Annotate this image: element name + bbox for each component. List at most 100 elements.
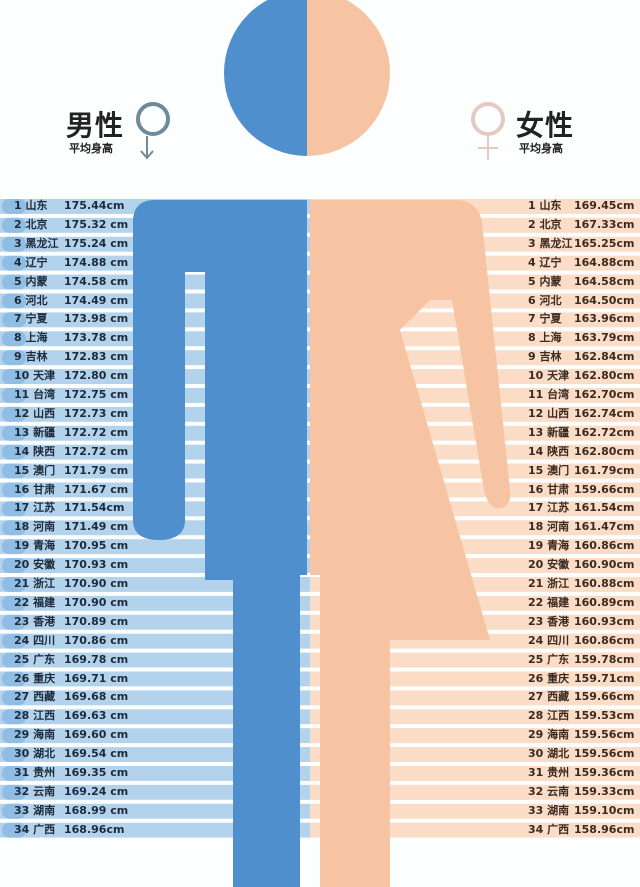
height-value: 170.86 cm	[64, 633, 129, 647]
height-value: 163.79cm	[574, 331, 635, 345]
height-value: 169.78 cm	[64, 652, 129, 666]
region: 天津	[33, 369, 56, 383]
rank: 28	[528, 709, 544, 723]
height-value: 172.75 cm	[64, 388, 129, 401]
height-value: 159.33cm	[574, 784, 635, 798]
rank: 7	[14, 312, 22, 326]
rank: 26	[14, 671, 30, 685]
male-table-row: 2 北京 175.32 cm	[14, 217, 128, 233]
region: 广西	[547, 822, 570, 836]
rank: 11	[528, 388, 544, 401]
height-value: 162.80cm	[574, 369, 635, 383]
female-stripe	[310, 728, 640, 744]
male-table-row: 26 重庆 169.71 cm	[14, 671, 128, 687]
rank: 23	[528, 614, 544, 628]
male-label-tab	[2, 595, 26, 611]
rank: 18	[14, 520, 30, 534]
region: 浙江	[547, 577, 570, 590]
female-table-row: 3 黑龙江 165.25cm	[528, 236, 634, 252]
male-label-tab	[2, 501, 26, 517]
rank: 5	[528, 274, 536, 288]
region: 江苏	[547, 501, 570, 515]
height-value: 171.67 cm	[64, 482, 129, 496]
region: 河南	[33, 520, 56, 534]
height-value: 159.10cm	[574, 803, 635, 817]
female-table-row: 17 江苏 161.54cm	[528, 500, 634, 516]
height-value: 169.60 cm	[64, 728, 129, 742]
male-stripe	[0, 690, 310, 706]
male-table-row: 21 浙江 170.90 cm	[14, 576, 128, 592]
height-value: 172.83 cm	[64, 350, 129, 364]
male-table-row: 25 广东 169.78 cm	[14, 652, 128, 668]
rank: 30	[14, 747, 30, 761]
height-value: 174.49 cm	[64, 293, 129, 307]
male-table-row: 18 河南 171.49 cm	[14, 519, 128, 535]
height-value: 161.79cm	[574, 463, 635, 477]
male-table-row: 11 台湾 172.75 cm	[14, 387, 128, 403]
region: 吉林	[539, 350, 562, 364]
male-table-row: 32 云南 169.24 cm	[14, 784, 128, 800]
height-value: 174.58 cm	[64, 274, 129, 288]
female-stripe	[310, 747, 640, 762]
height-value: 170.93 cm	[64, 558, 129, 572]
rank: 25	[528, 652, 544, 666]
male-label-tab	[2, 633, 26, 649]
region: 海南	[547, 728, 570, 742]
rank: 34	[528, 822, 544, 836]
region: 甘肃	[547, 482, 570, 496]
female-table-row: 16 甘肃 159.66cm	[528, 482, 634, 498]
height-value: 169.68 cm	[64, 690, 129, 704]
region: 黑龙江	[539, 236, 573, 250]
rank: 3	[14, 236, 22, 250]
male-stripe	[0, 728, 310, 744]
rank: 28	[14, 709, 30, 723]
height-value: 164.58cm	[574, 274, 635, 288]
male-stripe	[0, 803, 310, 819]
female-stripe	[310, 784, 640, 800]
rank: 24	[528, 633, 544, 647]
female-table-row: 31 贵州 159.36cm	[528, 765, 634, 781]
height-value: 160.88cm	[574, 577, 635, 590]
male-table-row: 24 四川 170.86 cm	[14, 633, 128, 649]
male-label-tab	[2, 766, 26, 781]
rank: 21	[14, 577, 30, 590]
female-table-row: 34 广西 158.96cm	[528, 822, 634, 838]
male-label-tab	[2, 388, 26, 403]
height-value: 175.44cm	[64, 199, 125, 212]
female-table-row: 7 宁夏 163.96cm	[528, 311, 634, 327]
region: 海南	[33, 728, 56, 742]
female-table-row: 9 吉林 162.84cm	[528, 349, 634, 365]
region: 山东	[25, 199, 48, 212]
female-table-row: 23 香港 160.93cm	[528, 614, 634, 630]
male-stripe	[0, 784, 310, 800]
region: 辽宁	[25, 255, 48, 269]
rank: 20	[528, 558, 544, 572]
region: 江苏	[33, 501, 56, 515]
region: 河北	[539, 293, 562, 307]
region: 重庆	[547, 671, 570, 685]
female-table-row: 32 云南 159.33cm	[528, 784, 634, 800]
rank: 9	[528, 350, 536, 364]
region: 新疆	[33, 425, 56, 439]
height-value: 159.56cm	[574, 728, 635, 742]
height-value: 158.96cm	[574, 822, 635, 836]
height-value: 174.88 cm	[64, 255, 129, 269]
female-figure	[310, 200, 511, 887]
region: 吉林	[25, 350, 48, 364]
region: 陕西	[547, 444, 570, 458]
height-value: 162.72cm	[574, 425, 635, 439]
rank: 4	[14, 255, 22, 269]
male-table-row: 34 广西 168.96cm	[14, 822, 124, 838]
rank: 32	[14, 784, 30, 798]
rank: 6	[528, 293, 536, 307]
height-value: 168.96cm	[64, 822, 125, 836]
female-stripe	[310, 652, 640, 668]
female-table-row: 6 河北 164.50cm	[528, 293, 634, 309]
rank: 10	[528, 369, 544, 383]
rank: 31	[14, 766, 30, 779]
female-stripe	[310, 822, 640, 838]
height-value: 169.24 cm	[64, 784, 129, 798]
female-table-row: 10 天津 162.80cm	[528, 368, 634, 384]
region: 山西	[33, 406, 56, 420]
height-value: 169.71 cm	[64, 671, 129, 685]
